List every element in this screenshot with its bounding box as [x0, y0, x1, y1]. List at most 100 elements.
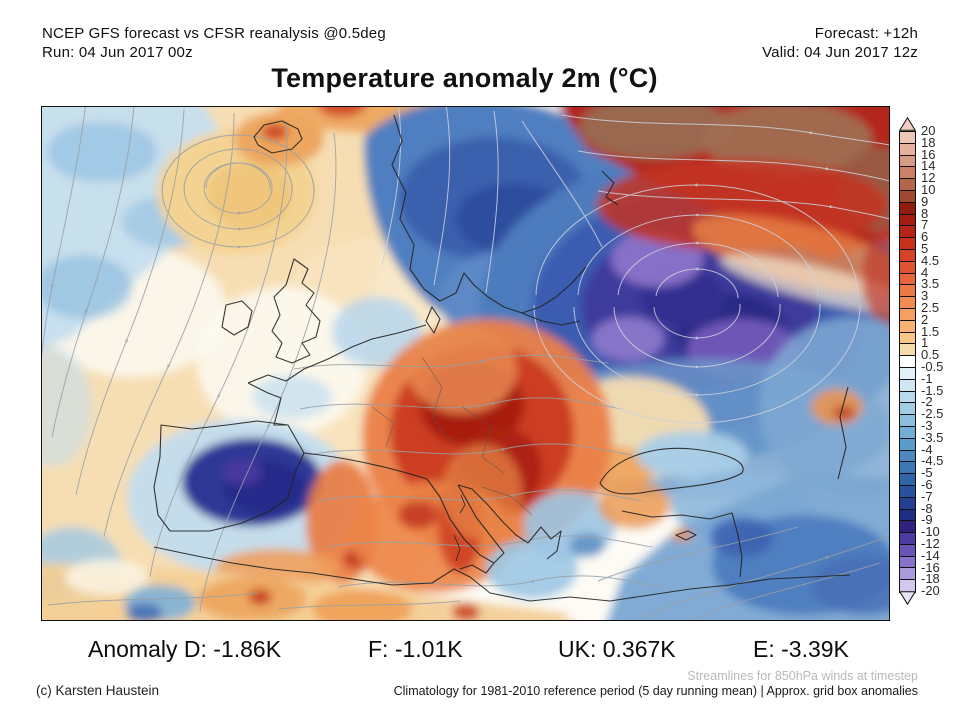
colorbar-cell: [900, 179, 915, 191]
colorbar-tick-label: 1: [921, 335, 929, 351]
colorbar-tick-label: -1: [921, 371, 933, 387]
colorbar-cell: [900, 226, 915, 239]
colorbar-tick-label: -3.5: [921, 430, 944, 446]
colorbar-cell: [900, 214, 915, 227]
anomaly-europe: E: -3.39K: [753, 636, 849, 662]
colorbar-cell: [900, 285, 915, 298]
header-left: NCEP GFS forecast vs CFSR reanalysis @0.…: [42, 24, 386, 62]
climatology-note: Climatology for 1981-2010 reference peri…: [393, 684, 918, 698]
map-svg: [42, 107, 889, 620]
streamline-note: Streamlines for 850hPa winds at timestep: [687, 669, 918, 683]
colorbar-cell: [900, 474, 915, 486]
colorbar-cell: [900, 568, 915, 581]
colorbar-cell: [900, 521, 915, 534]
colorbar-tick-label: -14: [921, 548, 940, 564]
colorbar-cell: [900, 356, 915, 368]
colorbar-cell: [900, 391, 915, 404]
colorbar-tick-label: 8: [921, 205, 929, 221]
colorbar-tick-label: 20: [921, 123, 936, 139]
colorbar-tick-label: 3: [921, 288, 929, 304]
colorbar-tick-label: -2: [921, 394, 933, 410]
colorbar-cell: [900, 332, 915, 345]
colorbar-tick-label: -16: [921, 559, 940, 575]
colorbar-tick-label: 5: [921, 241, 929, 257]
colorbar-tick-label: 4: [921, 264, 929, 280]
colorbar-cell: [900, 438, 915, 451]
colorbar-cell: [900, 249, 915, 262]
header-right: Forecast: +12h Valid: 04 Jun 2017 12z: [762, 24, 918, 62]
colorbar-over-triangle: [898, 116, 917, 131]
colorbar-tick-label: 2: [921, 312, 929, 328]
colorbar-cell: [900, 580, 915, 593]
valid-line: Valid: 04 Jun 2017 12z: [762, 44, 918, 61]
model-line: NCEP GFS forecast vs CFSR reanalysis @0.…: [42, 25, 386, 42]
anomaly-map: [41, 106, 890, 621]
colorbar-tick-label: 6: [921, 229, 929, 245]
colorbar-tick-label: -7: [921, 489, 933, 505]
colorbar-tick-label: 1.5: [921, 323, 940, 339]
colorbar-labels: 20 18 16 14 12 10 9 8 7 6 5 4.5 4 3.5 3 2.5 2 1.5 1 0.5 -0.5…: [921, 124, 959, 597]
colorbar-tick-label: -2.5: [921, 406, 944, 422]
streamlines: [42, 107, 889, 620]
colorbar-cell: [900, 132, 915, 144]
page-title: Temperature anomaly 2m (°C): [271, 63, 658, 93]
colorbar-tick-label: 3.5: [921, 276, 940, 292]
colorbar-cell: [900, 320, 915, 333]
colorbar-tick-label: -0.5: [921, 359, 944, 375]
colorbar-cell: [900, 261, 915, 274]
colorbar-cell: [900, 367, 915, 380]
colorbar-tick-label: 9: [921, 194, 929, 210]
colorbar-cell: [900, 155, 915, 168]
country-borders: [371, 356, 533, 516]
colorbar-tick-label: -9: [921, 512, 933, 528]
colorbar-cell: [900, 403, 915, 416]
anomaly-germany: Anomaly D: -1.86K: [88, 636, 282, 662]
colorbar-cell: [900, 497, 915, 510]
colorbar-tick-label: -10: [921, 524, 940, 540]
anomaly-summary: Anomaly D: -1.86K F: -1.01K UK: 0.367K E…: [0, 636, 960, 664]
colorbar-cell: [900, 143, 915, 156]
colorbar-cell: [900, 273, 915, 286]
colorbar-cell: [900, 190, 915, 203]
colorbar-cell: [900, 308, 915, 321]
anomaly-uk: UK: 0.367K: [558, 636, 676, 662]
colorbar-tick-label: 0.5: [921, 347, 940, 363]
run-line: Run: 04 Jun 2017 00z: [42, 44, 193, 61]
colorbar-tick-label: -1.5: [921, 382, 944, 398]
colorbar-tick-label: 2.5: [921, 300, 940, 316]
colorbar-cells: [899, 131, 916, 594]
colorbar-cell: [900, 202, 915, 215]
colorbar-tick-label: 16: [921, 146, 936, 162]
colorbar-tick-label: -8: [921, 500, 933, 516]
colorbar-tick-label: 10: [921, 182, 936, 198]
colorbar-tick-label: 7: [921, 217, 929, 233]
colorbar-cell: [900, 485, 915, 498]
colorbar-cell: [900, 533, 915, 545]
colorbar-cell: [900, 238, 915, 250]
colorbar-tick-label: -18: [921, 571, 940, 587]
coastlines: [153, 114, 851, 602]
colorbar-cell: [900, 167, 915, 180]
colorbar-cell: [900, 450, 915, 463]
colorbar-cell: [900, 556, 915, 569]
colorbar-under-triangle: [898, 591, 917, 606]
copyright-credit: (c) Karsten Haustein: [36, 683, 160, 698]
colorbar-tick-label: 12: [921, 170, 936, 186]
colorbar-tick-label: -4: [921, 441, 933, 457]
colorbar-cell: [900, 297, 915, 309]
anomaly-france: F: -1.01K: [368, 636, 463, 662]
colorbar-cell: [900, 509, 915, 522]
forecast-line: Forecast: +12h: [814, 25, 918, 42]
colorbar-cell: [900, 462, 915, 475]
colorbar-tick-label: -6: [921, 477, 933, 493]
colorbar-tick-label: 14: [921, 158, 936, 174]
colorbar-tick-label: 4.5: [921, 253, 940, 269]
colorbar-tick-label: 18: [921, 135, 936, 151]
anomaly-field: [42, 107, 889, 620]
colorbar-cell: [900, 415, 915, 427]
colorbar-tick-label: -4.5: [921, 453, 944, 469]
colorbar-cell: [900, 544, 915, 557]
colorbar-cell: [900, 379, 915, 392]
colorbar-tick-label: -12: [921, 536, 940, 552]
